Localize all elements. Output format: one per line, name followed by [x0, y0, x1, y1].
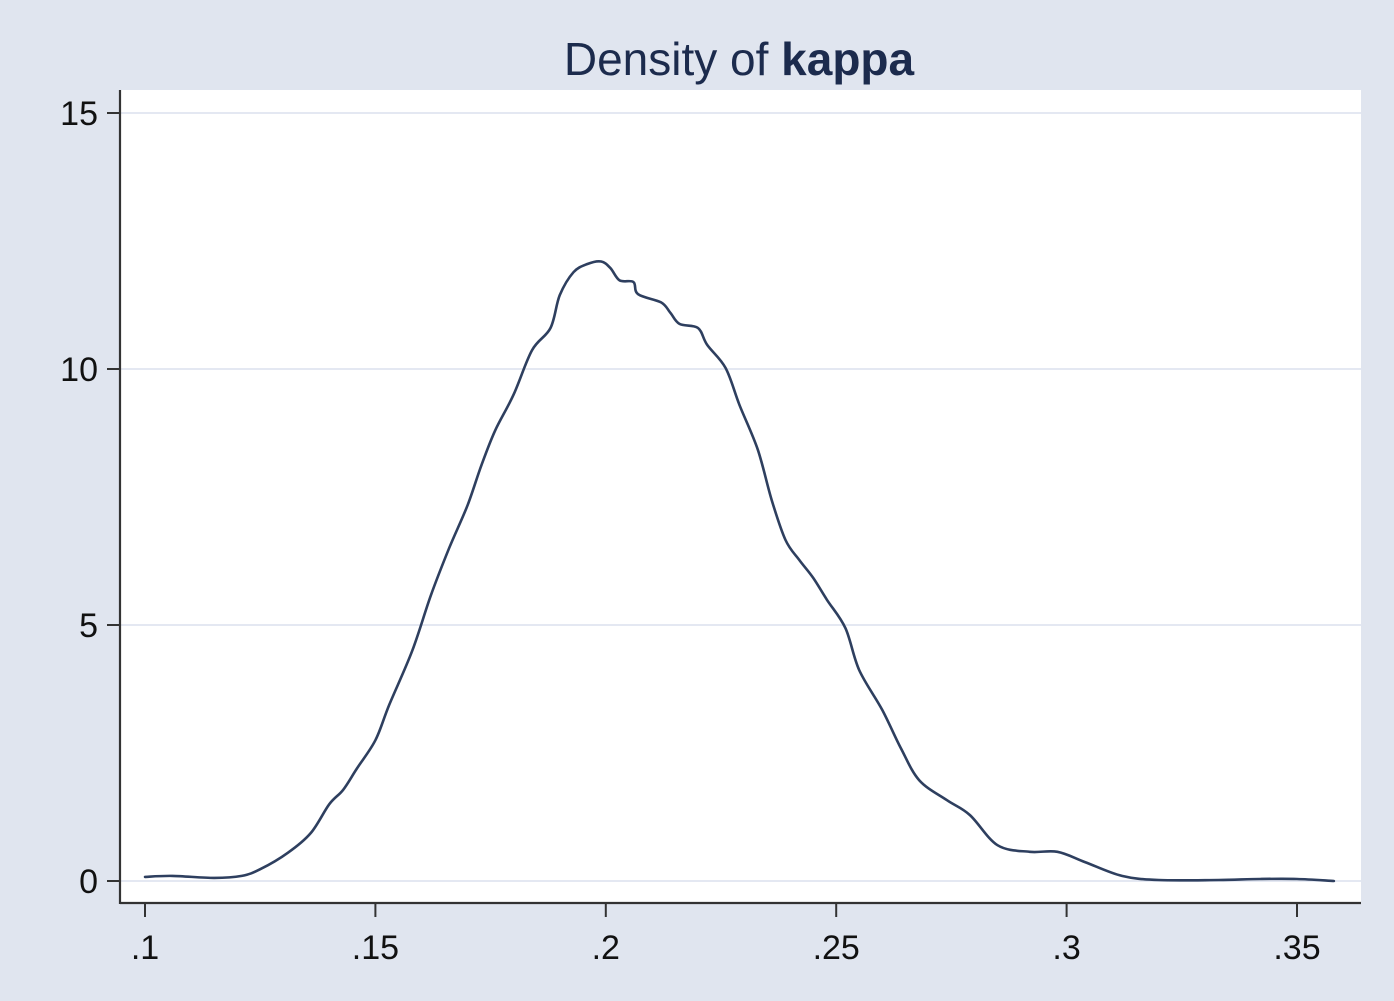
title-variable: kappa — [781, 33, 914, 85]
x-tick-label: .25 — [813, 929, 860, 967]
x-tick-label: .15 — [352, 929, 399, 967]
x-tick-label: .2 — [592, 929, 620, 967]
x-tick-label: .3 — [1052, 929, 1080, 967]
plot-area — [120, 90, 1361, 903]
x-tick-label: .1 — [131, 929, 159, 967]
chart-title: Density of kappa — [564, 33, 915, 85]
x-axis-ticks: .1 .15 .2 .25 .3 .35 — [131, 903, 1321, 967]
y-tick-label: 15 — [60, 95, 98, 133]
axes — [118, 90, 1361, 905]
density-curve — [143, 260, 1336, 883]
y-axis-ticks: 0 5 10 15 — [60, 95, 120, 901]
y-tick-label: 5 — [79, 607, 98, 645]
y-tick-label: 0 — [79, 863, 98, 901]
title-prefix: Density of — [564, 33, 781, 85]
y-tick-label: 10 — [60, 351, 98, 389]
x-tick-label: .35 — [1273, 929, 1320, 967]
